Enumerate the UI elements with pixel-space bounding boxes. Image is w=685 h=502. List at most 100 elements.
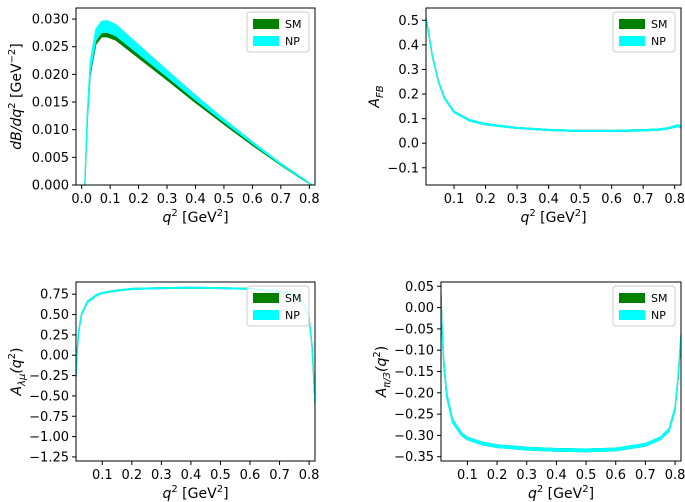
y-tick-label: 0.4 — [398, 38, 419, 53]
legend-swatch-np — [619, 36, 645, 46]
legend-swatch-sm — [253, 293, 279, 303]
legend-label-sm: SM — [285, 18, 301, 31]
y-tick-label: −0.25 — [394, 408, 434, 423]
panel-Api3: 0.1 0.2 0.3 0.4 0.5 0.6 0.7 0.8 −0.35 −0.30 −0.25 −… — [372, 280, 685, 502]
x-axis-label: q2 [GeV2] — [162, 208, 228, 226]
y-axis-label: Aπ/3(q2) — [372, 346, 393, 399]
legend-swatch-sm — [619, 19, 645, 29]
y-tick: −1.00 — [29, 430, 76, 445]
y-tick: 0.2 — [398, 88, 426, 103]
x-axis-label: q2 [GeV2] — [520, 208, 586, 226]
legend-swatch-np — [253, 310, 279, 320]
y-tick-label: 0.05 — [405, 280, 434, 295]
y-tick-label: −0.05 — [394, 322, 434, 337]
x-tick: 0.8 — [665, 461, 685, 483]
y-tick: −0.25 — [29, 369, 76, 384]
x-tick: 0.8 — [299, 461, 319, 483]
y-tick: 0.00 — [40, 349, 76, 364]
x-tick: 0.7 — [269, 461, 290, 483]
y-tick-label: 0.00 — [405, 301, 434, 316]
y-tick-label: −0.1 — [387, 161, 419, 176]
legend-swatch-sm — [253, 19, 279, 29]
x-tick-label: 0.2 — [121, 468, 142, 483]
y-tick: −0.50 — [29, 389, 76, 404]
y-tick: 0.015 — [32, 96, 76, 111]
panel-dBdq2: 0.0 0.1 0.2 0.3 0.4 0.5 0.6 0.7 0.8 0.000 0.005 0.0… — [7, 7, 320, 226]
y-tick-label: −0.35 — [394, 450, 434, 465]
x-tick: 0.4 — [538, 185, 559, 207]
legend-swatch-np — [619, 310, 645, 320]
x-tick: 0.3 — [157, 185, 177, 207]
x-tick: 0.6 — [605, 461, 626, 483]
x-tick-label: 0.2 — [475, 192, 496, 207]
y-tick: 0.50 — [40, 308, 76, 323]
legend-label-np: NP — [651, 309, 666, 322]
x-tick: 0.0 — [71, 185, 92, 207]
y-tick-label: 0.75 — [40, 288, 69, 303]
x-tick: 0.3 — [507, 185, 527, 207]
x-tick: 0.5 — [210, 461, 231, 483]
x-tick-label: 0.8 — [665, 468, 685, 483]
y-tick-label: 0.025 — [32, 40, 69, 55]
panel-AFB: 0.1 0.2 0.3 0.4 0.5 0.6 0.7 0.8 −0.1 0.0 0.1 0.2 0.3… — [367, 7, 685, 226]
y-tick: 0.1 — [398, 112, 426, 127]
x-tick: 0.2 — [487, 461, 508, 483]
y-tick-label: 0.50 — [40, 308, 69, 323]
x-tick: 0.1 — [92, 461, 113, 483]
x-tick: 0.5 — [214, 185, 235, 207]
x-tick-label: 0.6 — [242, 192, 263, 207]
legend-label-sm: SM — [651, 18, 667, 31]
y-tick-label: −1.25 — [29, 450, 69, 465]
x-tick-label: 0.2 — [487, 468, 508, 483]
legend: SM NP — [612, 11, 676, 53]
band-np — [441, 294, 681, 453]
y-tick-label: −1.00 — [29, 430, 69, 445]
y-tick: −0.35 — [394, 450, 441, 465]
legend-swatch-sm — [619, 293, 645, 303]
x-tick-label: 0.1 — [92, 468, 113, 483]
y-tick: 0.4 — [398, 38, 426, 53]
x-tick-label: 0.4 — [185, 192, 206, 207]
x-tick: 0.7 — [271, 185, 291, 207]
x-tick-label: 0.5 — [214, 192, 235, 207]
x-tick: 0.4 — [185, 185, 206, 207]
x-axis-label: q2 [GeV2] — [162, 484, 228, 502]
y-tick: −0.1 — [387, 161, 426, 176]
y-tick-label: −0.75 — [29, 410, 69, 425]
x-tick: 0.7 — [633, 185, 654, 207]
y-tick-label: 0.020 — [32, 68, 69, 83]
y-tick: −0.05 — [394, 322, 441, 337]
x-tick: 0.6 — [242, 185, 263, 207]
x-tick-label: 0.3 — [516, 468, 537, 483]
y-tick: 0.000 — [32, 179, 76, 194]
y-tick-label: 0.015 — [32, 96, 69, 111]
legend: SM NP — [612, 285, 676, 327]
y-tick-label: −0.30 — [394, 429, 434, 444]
x-tick: 0.4 — [181, 461, 201, 483]
x-tick-label: 0.4 — [538, 192, 559, 207]
x-tick-label: 0.7 — [635, 468, 656, 483]
y-tick: −0.30 — [394, 429, 441, 444]
x-tick-label: 0.6 — [601, 192, 622, 207]
y-tick-label: 0.010 — [32, 123, 69, 138]
legend-swatch-np — [253, 36, 279, 46]
axes-frame — [75, 281, 316, 462]
x-tick: 0.7 — [635, 461, 656, 483]
x-tick: 0.8 — [299, 185, 320, 207]
y-tick: 0.010 — [32, 123, 76, 138]
band-np — [84, 20, 313, 185]
y-tick: 0.05 — [405, 280, 441, 295]
x-tick: 0.5 — [570, 185, 590, 207]
x-tick-label: 0.1 — [457, 468, 478, 483]
x-tick-label: 0.1 — [444, 192, 465, 207]
y-tick: −0.20 — [394, 386, 441, 401]
x-tick-label: 0.2 — [128, 192, 149, 207]
axes-frame — [425, 7, 682, 186]
y-tick: −0.10 — [394, 344, 441, 359]
legend-label-sm: SM — [285, 292, 301, 305]
y-tick: 0.030 — [32, 13, 76, 28]
legend: SM NP — [246, 285, 310, 327]
x-tick: 0.1 — [100, 185, 120, 207]
x-tick-label: 0.7 — [633, 192, 654, 207]
